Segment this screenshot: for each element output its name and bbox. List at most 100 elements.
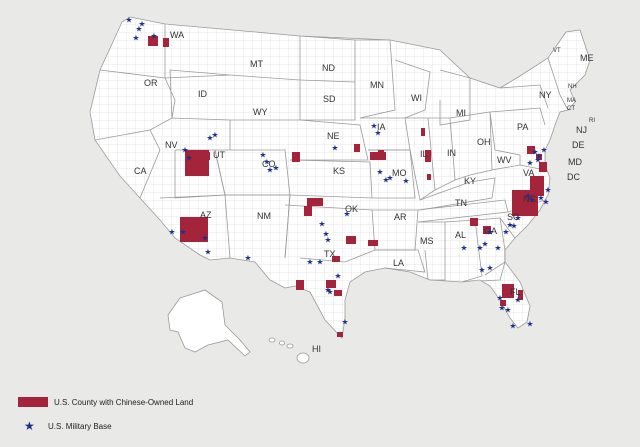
- military-base-star-icon: ★: [478, 266, 485, 275]
- county-highlight: [334, 290, 342, 296]
- military-base-star-icon: ★: [324, 236, 331, 245]
- military-base-star-icon: ★: [486, 228, 493, 237]
- chinese-owned-counties: [148, 36, 547, 337]
- hawaii: [268, 337, 310, 364]
- state-label-ok: OK: [345, 204, 358, 214]
- alaska: [167, 289, 251, 357]
- military-base-star-icon: ★: [537, 194, 544, 203]
- military-base-star-icon: ★: [326, 288, 333, 297]
- state-label-mo: MO: [392, 168, 407, 178]
- military-base-star-icon: ★: [259, 151, 266, 160]
- military-base-star-icon: ★: [272, 164, 279, 173]
- county-highlight: [483, 226, 491, 234]
- county-highlight: [296, 280, 304, 290]
- military-base-star-icon: ★: [324, 286, 331, 295]
- state-label-ne: NE: [327, 131, 340, 141]
- county-highlight: [536, 154, 542, 160]
- state-label-ar: AR: [394, 212, 407, 222]
- military-bases: ★★★★★★★★★ ★★★★★ ★★★★★★★★★★ ★★★★★★★★★★ ★★ ★★★★…: [125, 16, 551, 331]
- state-label-il: IL: [420, 149, 428, 159]
- state-label-de: DE: [572, 140, 585, 150]
- state-label-pa: PA: [517, 122, 528, 132]
- military-base-star-icon: ★: [481, 240, 488, 249]
- military-base-star-icon: ★: [509, 322, 516, 331]
- county-swatch: [18, 397, 48, 407]
- military-base-star-icon: ★: [540, 146, 547, 155]
- star-icon: ★: [24, 419, 35, 433]
- county-highlight: [304, 206, 312, 216]
- military-base-star-icon: ★: [370, 122, 377, 131]
- county-highlight: [326, 280, 336, 288]
- county-highlight: [337, 332, 343, 337]
- state-label-md: MD: [568, 157, 582, 167]
- military-base-star-icon: ★: [506, 221, 513, 230]
- military-base-star-icon: ★: [514, 214, 521, 223]
- state-label-mn: MN: [370, 80, 384, 90]
- county-highlight: [539, 162, 547, 172]
- county-highlight: [425, 150, 431, 162]
- county-highlight: [346, 236, 356, 244]
- military-base-star-icon: ★: [526, 159, 533, 168]
- military-base-star-icon: ★: [542, 198, 549, 207]
- county-highlight: [427, 174, 431, 180]
- state-label-id: ID: [198, 89, 208, 99]
- military-base-star-icon: ★: [334, 272, 341, 281]
- state-label-tn: TN: [455, 198, 467, 208]
- county-highlight: [500, 300, 506, 306]
- military-base-star-icon: ★: [322, 230, 329, 239]
- military-base-star-icon: ★: [374, 129, 381, 138]
- state-label-vt: VT: [553, 48, 561, 54]
- county-highlight: [202, 152, 210, 160]
- military-base-star-icon: ★: [138, 20, 145, 29]
- county-highlight: [530, 176, 544, 196]
- state-label-fl: FL: [510, 287, 521, 297]
- military-base-star-icon: ★: [526, 320, 533, 329]
- state-label-ma: MA: [567, 98, 576, 104]
- military-base-star-icon: ★: [341, 318, 348, 327]
- military-base-star-icon: ★: [135, 25, 142, 34]
- state-label-ny: NY: [539, 90, 552, 100]
- state-label-ct: CT: [567, 106, 575, 112]
- military-base-star-icon: ★: [266, 166, 273, 175]
- state-label-me: ME: [580, 53, 594, 63]
- state-label-co: CO: [262, 159, 276, 169]
- military-base-star-icon: ★: [486, 264, 493, 273]
- military-base-star-icon: ★: [504, 306, 511, 315]
- legend-county-label: U.S. County with Chinese-Owned Land: [54, 397, 194, 407]
- military-base-star-icon: ★: [535, 152, 542, 161]
- military-base-star-icon: ★: [132, 34, 139, 43]
- military-base-star-icon: ★: [524, 192, 531, 201]
- military-base-star-icon: ★: [211, 131, 218, 140]
- state-label-in: IN: [447, 148, 456, 158]
- state-label-ga: GA: [484, 226, 497, 236]
- military-base-star-icon: ★: [494, 244, 501, 253]
- military-base-star-icon: ★: [376, 168, 383, 177]
- county-highlight: [368, 240, 378, 246]
- legend: U.S. County with Chinese-Owned Land ★ U.…: [18, 396, 193, 444]
- military-base-star-icon: ★: [496, 294, 503, 303]
- state-label-ut: UT: [213, 150, 225, 160]
- military-base-star-icon: ★: [544, 186, 551, 195]
- military-base-star-icon: ★: [306, 258, 313, 267]
- county-highlight: [163, 38, 169, 47]
- county-highlight: [307, 198, 323, 206]
- military-base-star-icon: ★: [534, 156, 541, 165]
- county-highlight: [518, 290, 523, 300]
- military-base-star-icon: ★: [318, 220, 325, 229]
- state-label-ky: KY: [464, 176, 476, 186]
- county-highlight: [292, 152, 300, 162]
- military-base-star-icon: ★: [343, 210, 350, 219]
- state-label-ia: IA: [377, 122, 386, 132]
- military-base-star-icon: ★: [204, 248, 211, 257]
- state-label-nd: ND: [322, 63, 335, 73]
- state-label-sd: SD: [323, 94, 336, 104]
- state-label-nc: NC: [523, 194, 536, 204]
- state-label-al: AL: [455, 230, 466, 240]
- state-label-oh: OH: [477, 137, 491, 147]
- state-label-wa: WA: [170, 30, 184, 40]
- state-label-az: AZ: [200, 210, 212, 220]
- state-label-wy: WY: [253, 107, 268, 117]
- military-base-star-icon: ★: [510, 222, 517, 231]
